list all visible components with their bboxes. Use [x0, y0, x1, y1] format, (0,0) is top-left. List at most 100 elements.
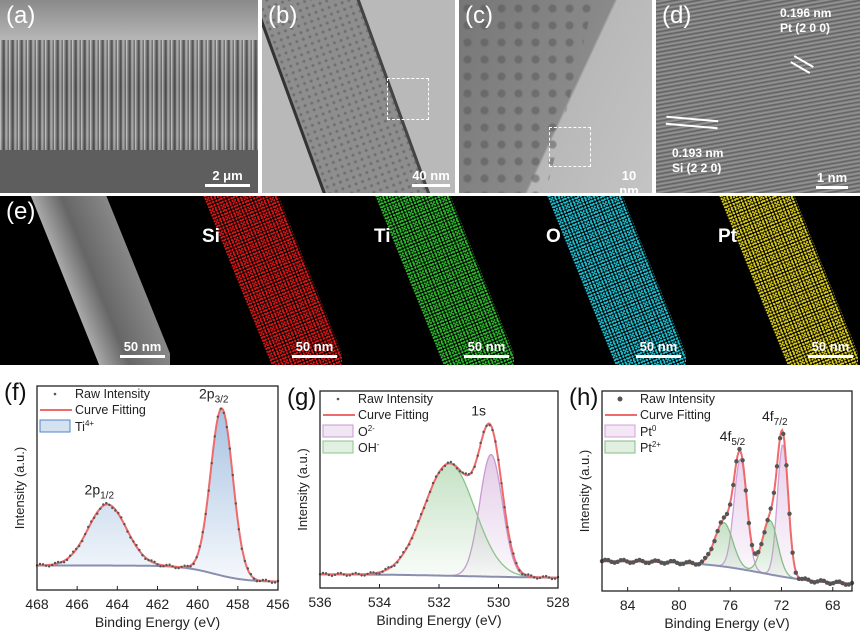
legend-raw-marker [53, 392, 57, 396]
raw-data-point [405, 547, 408, 550]
raw-data-point [781, 431, 786, 437]
scale-text: 50 nm [123, 339, 162, 354]
raw-data-point [84, 532, 87, 536]
scale-text: 40 nm [412, 168, 450, 183]
panel-d-hrtem: (d) 0.196 nm Pt (2 0 0) 0.193 nm Si (2 2 0… [656, 0, 860, 193]
raw-data-point [195, 556, 198, 559]
raw-data-point [384, 567, 387, 571]
peak-label-text: 4f [720, 428, 732, 444]
raw-data-point [627, 560, 633, 565]
legend-fit: Curve Fitting [75, 403, 146, 417]
eds-map-si: Si 50 nm [172, 196, 342, 365]
raw-data-point [509, 540, 512, 544]
raw-data-point [111, 506, 114, 510]
legend-swatch [604, 424, 636, 438]
peak-label-text: 2p [199, 385, 215, 401]
raw-data-point [387, 566, 390, 569]
legend-text: Ti [75, 420, 85, 434]
eds-map-haadf: 50 nm [0, 196, 170, 365]
raw-data-point [541, 575, 545, 578]
panel-label: (b) [268, 2, 298, 29]
raw-data-point [348, 574, 351, 577]
raw-data-point [467, 473, 470, 476]
raw-data-point [153, 560, 156, 563]
raw-data-point [327, 573, 331, 577]
component-Pt2+ [602, 519, 852, 585]
panel-e-eds-maps: (e) 50 nm Si 50 nm Ti 50 nm O 50 nm Pt 50 nm [0, 196, 860, 365]
raw-data-point [330, 574, 334, 578]
raw-data-point [677, 562, 683, 567]
raw-data-point [90, 520, 93, 523]
y-axis-label: Intensity (a.u.) [295, 448, 310, 530]
legend-component: Pt0 [640, 424, 657, 439]
legend-component: Ti4+ [75, 419, 94, 434]
legend-swatch [604, 440, 636, 454]
raw-data-point [768, 506, 773, 511]
x-tick-label: 84 [620, 597, 636, 613]
raw-data-point [372, 571, 375, 574]
raw-data-point [482, 430, 485, 434]
raw-data-point [712, 538, 717, 544]
raw-data-point [461, 471, 464, 474]
xps-charts: 468 466 464 462 460 458 456 Binding Energy (eV)… [4, 379, 855, 631]
raw-data-point [210, 462, 213, 465]
x-tick-label: 462 [146, 596, 170, 612]
raw-data-point [180, 565, 183, 568]
raw-data-point [216, 415, 219, 418]
background-line [37, 564, 278, 583]
raw-data-point [476, 454, 479, 457]
raw-data-point [796, 576, 802, 581]
raw-data-point [727, 502, 733, 507]
raw-data-point [521, 573, 524, 576]
raw-data-point [706, 551, 711, 557]
x-tick-label: 458 [226, 596, 250, 612]
peak-label: 4f5/2 [720, 428, 746, 448]
component-Ti4+ [36, 407, 278, 583]
raw-data-point [252, 577, 256, 580]
raw-data-point [437, 471, 441, 474]
raw-data-point [321, 571, 325, 575]
chart-h: 84 80 76 72 68 Binding Energy (eV) Intensity (… [569, 384, 855, 631]
raw-data-point [721, 515, 727, 520]
raw-data-point [96, 512, 99, 515]
raw-data-point [709, 546, 714, 552]
raw-data-point [38, 562, 42, 566]
scale-bar: 50 nm [808, 339, 853, 358]
raw-data-point [378, 572, 381, 575]
raw-data-point [129, 536, 132, 539]
raw-data-point [759, 541, 764, 547]
peak-label-subscript: 3/2 [215, 394, 229, 405]
element-label: Pt [718, 226, 737, 247]
raw-data-point [390, 565, 393, 569]
raw-data-point [324, 572, 328, 575]
scale-bar: 50 nm [120, 339, 165, 358]
raw-data-point [50, 563, 54, 567]
raw-data-point [536, 577, 539, 580]
raw-data-point [102, 503, 105, 506]
raw-data-point [524, 573, 527, 576]
scale-bar: 40 nm [412, 168, 450, 187]
scale-bar: 2 μm [205, 168, 250, 187]
x-tick-label: 466 [65, 596, 89, 612]
pt-spacing: 0.196 nm [780, 6, 832, 20]
panel-label: (h) [569, 384, 598, 411]
legend-superscript: 2+ [652, 440, 661, 449]
raw-data-point [479, 441, 482, 445]
raw-data-point [515, 561, 518, 565]
pt-plane: Pt (2 0 0) [780, 21, 831, 35]
raw-data-point [458, 470, 461, 473]
raw-data-point [345, 574, 348, 577]
raw-data-point [530, 574, 533, 577]
panel-label: (f) [4, 379, 27, 406]
raw-data-point [428, 490, 432, 494]
raw-data-point [396, 561, 399, 564]
raw-data-point [774, 464, 780, 469]
raw-data-point [59, 561, 63, 564]
raw-data-point [213, 435, 216, 438]
raw-data-point [553, 577, 557, 580]
raw-data-point [790, 550, 795, 555]
pt-lattice-annotation: 0.196 nm Pt (2 0 0) [780, 6, 831, 36]
x-axis-label: Binding Energy (eV) [95, 614, 220, 630]
legend-text: OH [358, 441, 377, 455]
